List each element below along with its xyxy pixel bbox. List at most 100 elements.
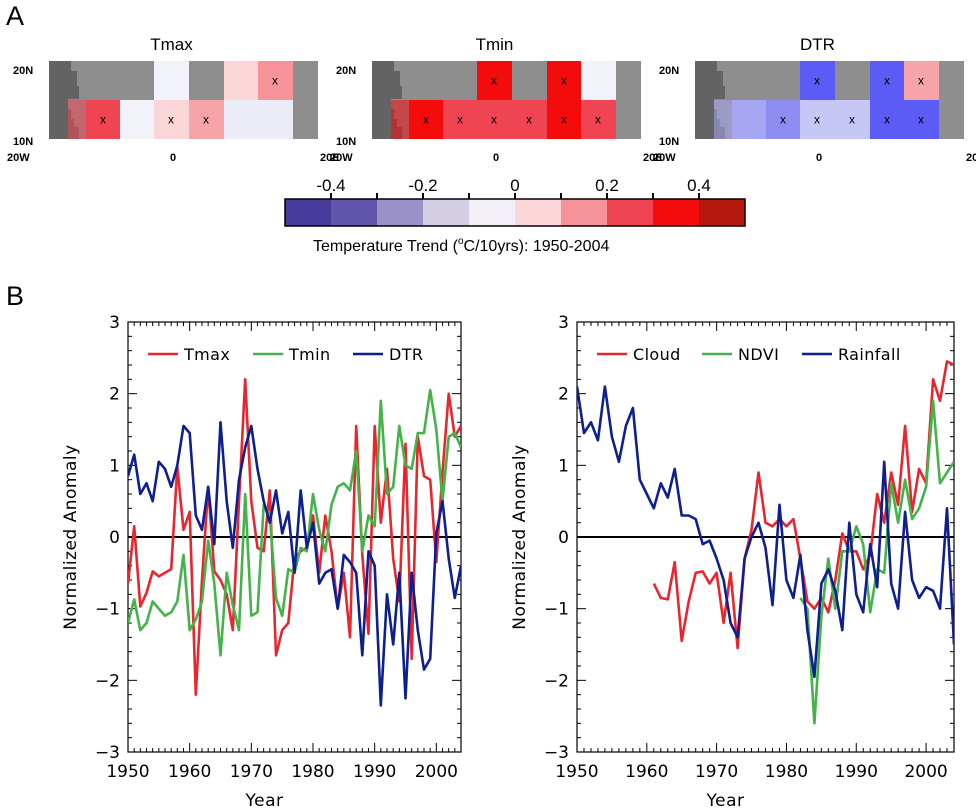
colorbar-tick-label: 0.2	[595, 176, 619, 195]
lon-label-20w: 20W	[653, 152, 676, 164]
colorbar-swatch	[699, 199, 745, 226]
map-title: Tmax	[150, 35, 193, 54]
cell-significance-mark: x	[203, 113, 209, 127]
colorbar-title: Temperature Trend (oC/10yrs): 1950-2004	[313, 236, 609, 255]
lat-label-10n: 10N	[659, 136, 679, 148]
x-tick-label: 1950	[555, 762, 598, 782]
map-coastal-cell	[714, 100, 732, 139]
map-cell	[766, 100, 801, 139]
x-axis-label: Year	[706, 791, 745, 809]
lon-label-20e: 20E	[320, 152, 340, 164]
lon-label-20w: 20W	[330, 152, 353, 164]
x-tick-label: 1980	[291, 762, 334, 782]
map-cell	[800, 61, 835, 100]
colorbar-tick-label: 0.4	[687, 176, 711, 195]
legend-label-cloud: Cloud	[633, 345, 681, 364]
y-tick-label: −2	[544, 671, 569, 691]
map-cell	[409, 100, 444, 139]
legend-label-dtr: DTR	[389, 345, 423, 364]
cell-significance-mark: x	[457, 113, 463, 127]
lat-label-20n: 20N	[659, 65, 679, 77]
y-tick-label: −1	[544, 600, 569, 620]
y-tick-label: 0	[109, 528, 120, 548]
panel-letter-b: B	[6, 281, 25, 311]
map-cell	[870, 61, 905, 100]
cell-significance-mark: x	[561, 74, 567, 88]
lat-label-20n: 20N	[336, 65, 356, 77]
map-cell	[443, 100, 478, 139]
colorbar-swatch	[607, 199, 653, 226]
map-cell	[154, 61, 189, 100]
x-tick-label: 2000	[415, 762, 458, 782]
map-coastal-cell	[391, 100, 409, 139]
map-cell	[581, 100, 616, 139]
lon-label-0: 0	[493, 152, 499, 164]
cell-significance-mark: x	[595, 113, 601, 127]
map-cell	[477, 100, 512, 139]
panel-letter-a: A	[6, 1, 25, 31]
lon-label-20e: 20E	[643, 152, 663, 164]
x-tick-label: 1960	[625, 762, 668, 782]
lon-label-0: 0	[170, 152, 176, 164]
map-cell	[86, 100, 121, 139]
x-tick-label: 1990	[353, 762, 396, 782]
y-tick-label: 1	[109, 456, 120, 476]
map-coastal-cell	[68, 100, 86, 139]
legend-label-tmax: Tmax	[183, 345, 230, 364]
map-tmin: x x x x x x x x Tmin 20N 10N 20W 0 20E	[330, 35, 663, 164]
map-cell	[870, 100, 905, 139]
map-cell	[120, 100, 155, 139]
cell-significance-mark: x	[491, 74, 497, 88]
cell-significance-mark: x	[561, 113, 567, 127]
map-cell	[189, 100, 224, 139]
colorbar-tick-label: -0.4	[316, 176, 345, 195]
x-tick-label: 1960	[168, 762, 211, 782]
cell-significance-mark: x	[884, 74, 890, 88]
y-tick-label: 1	[558, 456, 569, 476]
map-cell	[154, 100, 189, 139]
y-tick-label: 3	[558, 313, 569, 333]
y-axis-label: Normalized Anomaly	[510, 444, 530, 629]
cell-significance-mark: x	[814, 113, 820, 127]
map-cell	[258, 100, 293, 139]
x-axis-label: Year	[245, 791, 284, 809]
colorbar-swatch	[331, 199, 377, 226]
series-line-ndvi	[799, 399, 954, 725]
y-axis-label: Normalized Anomaly	[61, 444, 81, 629]
map-cell	[904, 61, 939, 100]
cell-significance-mark: x	[526, 113, 532, 127]
lat-label-10n: 10N	[336, 136, 356, 148]
y-tick-label: −3	[95, 743, 120, 763]
map-cell	[732, 100, 767, 139]
map-cell	[258, 61, 293, 100]
series-line-dtr	[128, 420, 461, 707]
lon-label-0: 0	[816, 152, 822, 164]
map-title: Tmin	[476, 35, 514, 54]
map-cell	[835, 100, 870, 139]
series-line-rainfall	[577, 385, 954, 679]
x-tick-label: 2000	[904, 762, 947, 782]
map-cell	[547, 100, 582, 139]
y-tick-label: −1	[95, 600, 120, 620]
y-tick-label: 2	[558, 385, 569, 405]
x-tick-label: 1970	[230, 762, 273, 782]
map-dtr: x x x x x x x x DTR 20N 10N 20W 0 20E	[653, 35, 976, 164]
x-tick-label: 1970	[695, 762, 738, 782]
map-cell	[800, 100, 835, 139]
x-tick-label: 1950	[106, 762, 149, 782]
map-cell	[547, 61, 582, 100]
cell-significance-mark: x	[168, 113, 174, 127]
colorbar-swatch	[285, 199, 331, 226]
cell-significance-mark: x	[849, 113, 855, 127]
colorbar-swatch	[561, 199, 607, 226]
y-tick-label: −2	[95, 671, 120, 691]
map-cell	[512, 100, 547, 139]
colorbar-swatch	[653, 199, 699, 226]
y-tick-label: 3	[109, 313, 120, 333]
timeseries-chart-1: −3 −2 −1 0 1 2 3 1950 1960 1970 1980 1990 2000 Year No…	[61, 313, 462, 809]
lat-label-20n: 20N	[13, 65, 33, 77]
colorbar-tick-label: -0.2	[408, 176, 437, 195]
y-tick-label: 0	[558, 528, 569, 548]
timeseries-chart-2: −3 −2 −1 0 1 2 3 1950 1960 1970 1980 1990 2000 Year No…	[510, 313, 955, 809]
